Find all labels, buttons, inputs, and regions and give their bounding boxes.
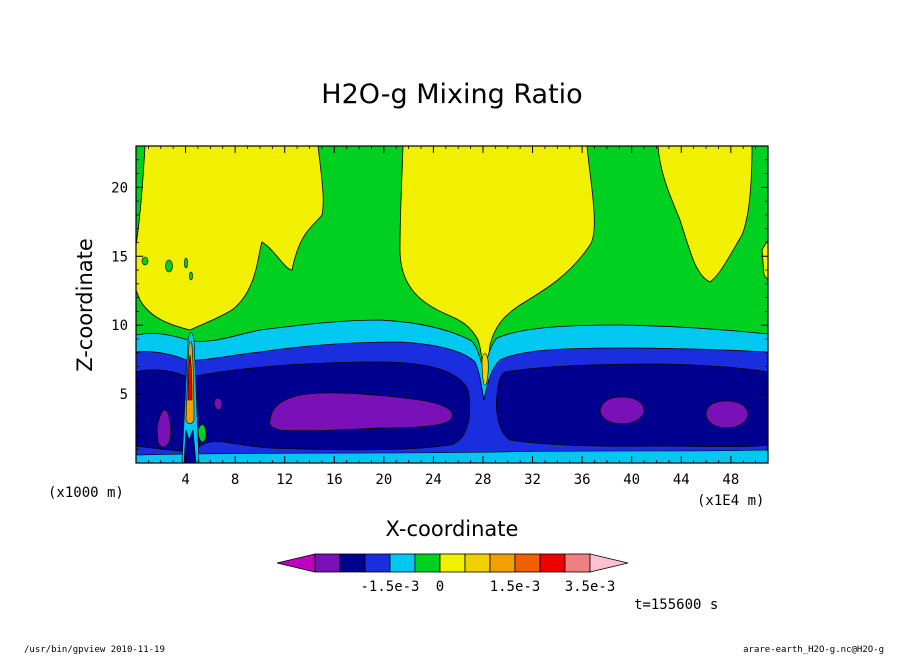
x-tick-label: 36 [574, 472, 591, 488]
y-unit-label: (x1000 m) [48, 485, 124, 501]
contour-region [136, 449, 768, 463]
x-tick-label: 32 [524, 472, 541, 488]
footer-left: /usr/bin/gpview 2010-11-19 [24, 645, 165, 654]
y-tick-label: 15 [111, 249, 128, 265]
plot-frame [135, 145, 769, 464]
x-tick-label: 20 [375, 472, 392, 488]
colorbar-segment [539, 553, 566, 573]
colorbar: -1.5e-3 0 1.5e-3 3.5e-3 [276, 553, 629, 595]
x-tick-label: 44 [673, 472, 690, 488]
contour-region [599, 396, 645, 425]
x-tick-label: 16 [326, 472, 343, 488]
colorbar-segment [464, 553, 491, 573]
x-unit-label: (x1E4 m) [697, 493, 764, 509]
colorbar-segment [489, 553, 516, 573]
x-tick-label: 24 [425, 472, 442, 488]
colorbar-segment [414, 553, 441, 573]
contour-region [705, 400, 749, 429]
x-tick-label: 8 [231, 472, 239, 488]
contour-region [141, 256, 149, 266]
colorbar-label: 3.5e-3 [565, 579, 616, 595]
contour-region [136, 146, 324, 331]
contour-region [481, 352, 489, 386]
contour-region [657, 146, 753, 283]
y-tick-label: 5 [120, 387, 128, 403]
colorbar-segment [364, 553, 391, 573]
colorbar-segment [314, 553, 341, 573]
colorbar-label: 0 [436, 579, 444, 595]
y-tick-label: 10 [111, 318, 128, 334]
footer-right: arare-earth_H2O-g.nc@H2O-g [743, 645, 884, 654]
x-axis-label: X-coordinate [386, 517, 519, 541]
colorbar-label: 1.5e-3 [490, 579, 541, 595]
contour-region [213, 397, 223, 411]
x-tick-label: 40 [623, 472, 640, 488]
colorbar-segment [514, 553, 541, 573]
colorbar-segment [589, 553, 629, 573]
colorbar-segment [439, 553, 466, 573]
contour-region [156, 409, 172, 448]
colorbar-segment [339, 553, 366, 573]
contour-region [165, 259, 173, 273]
contour-region [269, 392, 453, 432]
contour-region [187, 354, 193, 401]
x-tick-label: 48 [722, 472, 739, 488]
contour-region [184, 257, 188, 269]
colorbar-segment [276, 553, 316, 573]
contour-region [183, 429, 197, 463]
colorbar-segment [564, 553, 591, 573]
y-axis-label: Z-coordinate [73, 238, 97, 372]
x-tick-label: 12 [276, 472, 293, 488]
x-tick-label: 4 [181, 472, 189, 488]
contour-region [189, 271, 193, 281]
chart-title: H2O-g Mixing Ratio [321, 79, 582, 110]
colorbar-segment [389, 553, 416, 573]
time-annotation: t=155600 s [634, 597, 718, 613]
contour-field [136, 146, 768, 463]
colorbar-label: -1.5e-3 [360, 579, 419, 595]
x-tick-label: 28 [475, 472, 492, 488]
contour-region [197, 424, 207, 443]
y-tick-label: 20 [111, 180, 128, 196]
